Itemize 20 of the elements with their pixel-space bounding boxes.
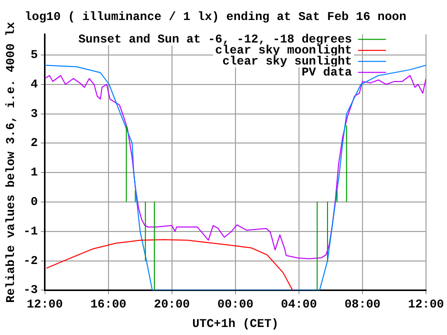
y-tick-label: -2 [23,254,38,268]
y-tick-label: -3 [23,283,38,298]
y-tick-label: 3 [30,106,38,121]
chart-title: log10 ( illuminance / 1 lx) ending at Sat Feb 16 noon [24,10,406,24]
x-tick-label: 16:00 [90,297,126,312]
y-tick-label: 1 [30,166,38,180]
y-tick-label: -1 [23,224,38,238]
y-tick-label: 5 [30,48,38,62]
y-tick-label: 4 [30,77,38,92]
y-axis-title: Reliable values below 3.6, i.e. 4000 lx [4,22,18,303]
y-tick-label: 2 [30,136,38,150]
x-tick-label: 12:00 [408,297,444,312]
x-tick-label: 00:00 [217,297,254,312]
x-tick-label: 20:00 [154,297,190,312]
x-tick-label: 08:00 [344,297,380,312]
x-axis-title: UTC+1h (CET) [192,316,279,331]
x-tick-label: 12:00 [26,297,63,312]
x-tick-label: 04:00 [280,297,317,312]
legend-label: PV data [302,65,352,80]
y-tick-label: 0 [30,195,38,210]
